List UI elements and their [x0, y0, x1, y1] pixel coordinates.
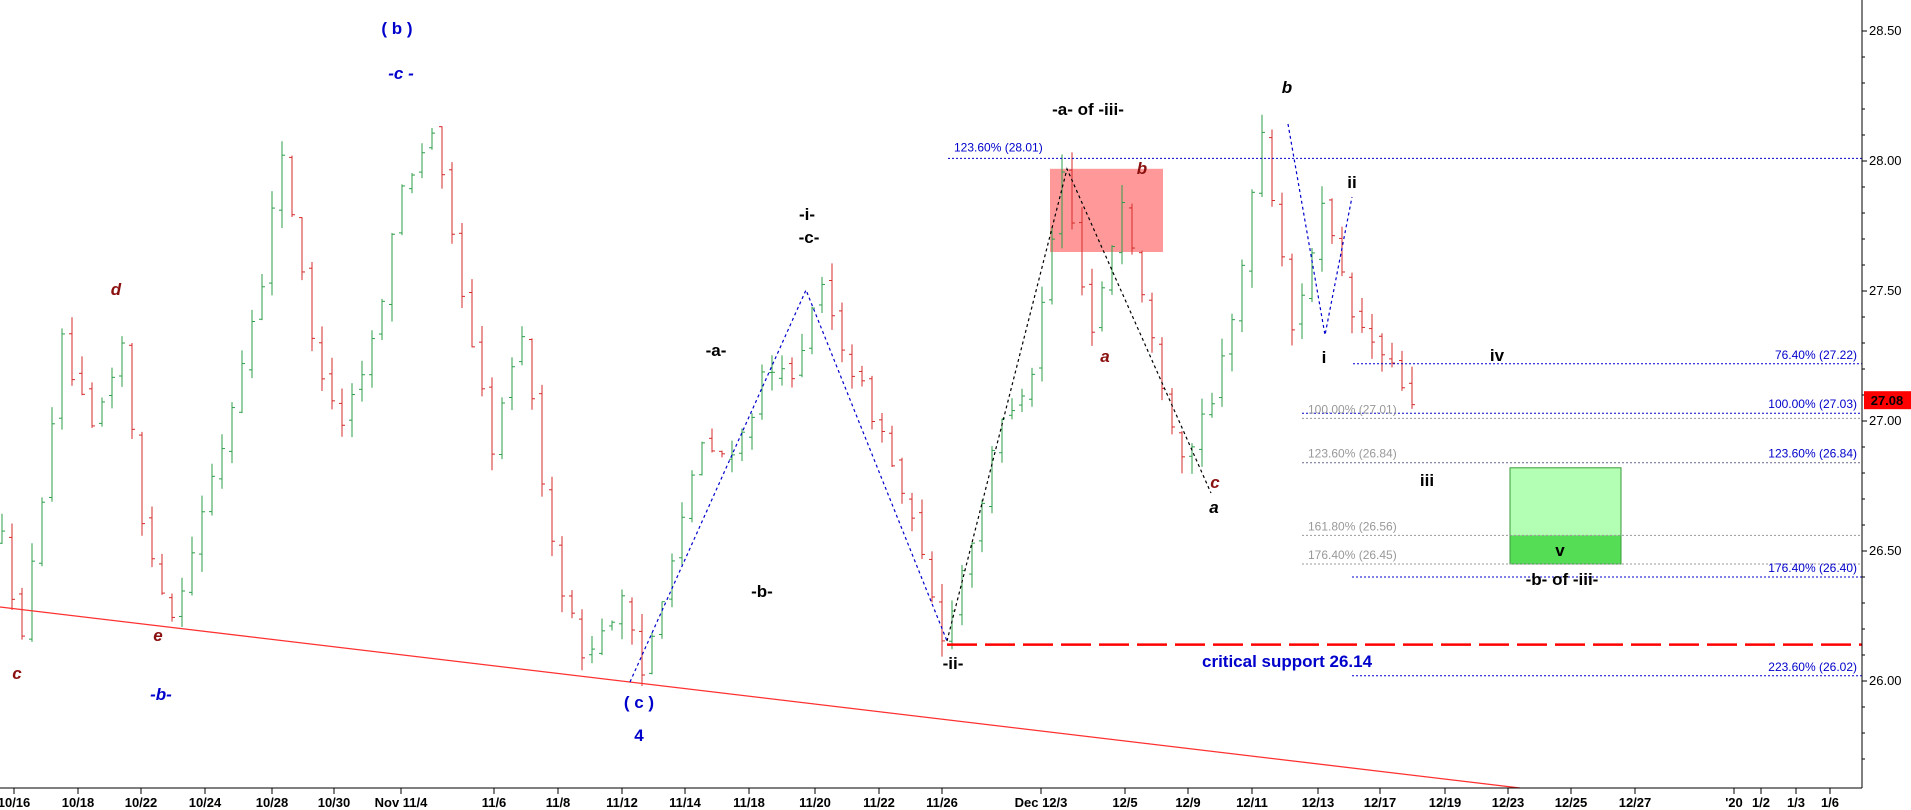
x-tick-label: 11/6: [482, 795, 507, 810]
wave-label: ( c ): [624, 693, 654, 712]
wave-label: -c-: [799, 228, 820, 247]
x-tick-label: 10/16: [0, 795, 30, 810]
fib-label-right: 76.40% (27.22): [1775, 348, 1857, 362]
critical-support-label: critical support 26.14: [1202, 652, 1373, 671]
resistance-zone: [1050, 168, 1163, 252]
x-tick-label: 12/19: [1429, 795, 1462, 810]
x-tick-label: 12/25: [1555, 795, 1588, 810]
target-zone-light: [1510, 467, 1621, 536]
x-tick-label: 12/11: [1236, 795, 1268, 810]
wave-label: ii: [1347, 173, 1356, 192]
x-tick-label: 10/18: [62, 795, 95, 810]
wave-label: iii: [1420, 471, 1434, 490]
wave-label: -i-: [799, 205, 815, 224]
y-tick-label: 26.00: [1869, 673, 1902, 688]
wave-label: c: [1210, 473, 1220, 492]
candles-layer: [0, 114, 1415, 686]
fib-label-top: 123.60% (28.01): [954, 140, 1043, 154]
wave-label: -b-: [150, 685, 172, 704]
wave-label: v: [1555, 541, 1565, 560]
x-tick-label: 12/9: [1175, 795, 1200, 810]
x-tick-label: 10/24: [189, 795, 222, 810]
x-tick-label: 12/13: [1302, 795, 1335, 810]
wave-label: 4: [634, 726, 644, 745]
x-tick-label: 11/20: [799, 795, 831, 810]
fib-label-mid: 123.60% (26.84): [1308, 447, 1397, 461]
target-zone-dark: [1510, 535, 1621, 564]
last-price-label: 27.08: [1871, 393, 1904, 408]
fib-label-mid: 161.80% (26.56): [1308, 519, 1397, 533]
wave-label: d: [111, 280, 122, 299]
wave-label: -c -: [388, 64, 414, 83]
x-tick-label: 12/17: [1364, 795, 1397, 810]
wave-connector-blue-1: [629, 288, 948, 683]
labels-layer: 123.60% (28.01) 76.40% (27.22) 100.00% (27…: [12, 19, 1857, 745]
wave-label: c: [12, 664, 22, 683]
wave-label: ( b ): [381, 19, 412, 38]
x-tick-label: 11/26: [926, 795, 958, 810]
x-tick-label: 12/5: [1112, 795, 1137, 810]
wave-connector-blue-2: [1287, 123, 1353, 336]
y-tick-label: 26.50: [1869, 543, 1902, 558]
y-tick-label: 27.00: [1869, 413, 1902, 428]
wave-label: -b- of -iii-: [1526, 570, 1599, 589]
fib-label-right: 100.00% (27.03): [1768, 397, 1857, 411]
y-tick-label: 27.50: [1869, 283, 1902, 298]
y-tick-label: 28.50: [1869, 23, 1902, 38]
x-tick-label: 12/27: [1619, 795, 1652, 810]
wave-label: b: [1137, 159, 1147, 178]
fib-label-right: 223.60% (26.02): [1768, 660, 1857, 674]
x-tick-label: '20: [1725, 795, 1743, 810]
x-tick-label: 1/2: [1752, 795, 1770, 810]
x-tick-label: 1/3: [1787, 795, 1805, 810]
fib-label-right: 176.40% (26.40): [1768, 561, 1857, 575]
x-tick-label: 11/14: [669, 795, 702, 810]
x-tick-label: 12/23: [1492, 795, 1525, 810]
wave-label: b: [1282, 78, 1292, 97]
fib-label-mid: 176.40% (26.45): [1308, 548, 1397, 562]
y-tick-label: 28.00: [1869, 153, 1902, 168]
wave-label: a: [1209, 498, 1218, 517]
x-tick-label: 10/28: [256, 795, 289, 810]
zones-layer: [1050, 168, 1622, 565]
wave-connector-black: [946, 167, 1212, 642]
x-tick-label: 11/12: [606, 795, 638, 810]
wave-label: -b-: [751, 582, 773, 601]
lower-trendline: [0, 606, 1521, 789]
last-price-marker: [1864, 391, 1911, 410]
wave-label: -a- of -iii-: [1052, 100, 1124, 119]
fib-label-right: 123.60% (26.84): [1768, 447, 1857, 461]
x-tick-label: 10/30: [318, 795, 351, 810]
target-zone-border: [1509, 467, 1622, 565]
wave-label: -a-: [706, 341, 727, 360]
lines-layer: [0, 123, 1862, 789]
wave-label: i: [1322, 348, 1327, 367]
wave-label: -ii-: [943, 654, 964, 673]
x-tick-label: 1/6: [1821, 795, 1839, 810]
x-tick-label: 11/22: [863, 795, 895, 810]
x-tick-label: 11/18: [733, 795, 765, 810]
wave-label: e: [153, 626, 162, 645]
x-tick-label: Nov 11/4: [375, 795, 429, 810]
wave-label: iv: [1490, 346, 1505, 365]
x-tick-label: 11/8: [546, 795, 571, 810]
fib-label-mid: 100.00% (27.01): [1308, 402, 1397, 416]
x-tick-label: 10/22: [125, 795, 158, 810]
wave-label: a: [1100, 347, 1109, 366]
x-tick-label: Dec 12/3: [1015, 795, 1068, 810]
